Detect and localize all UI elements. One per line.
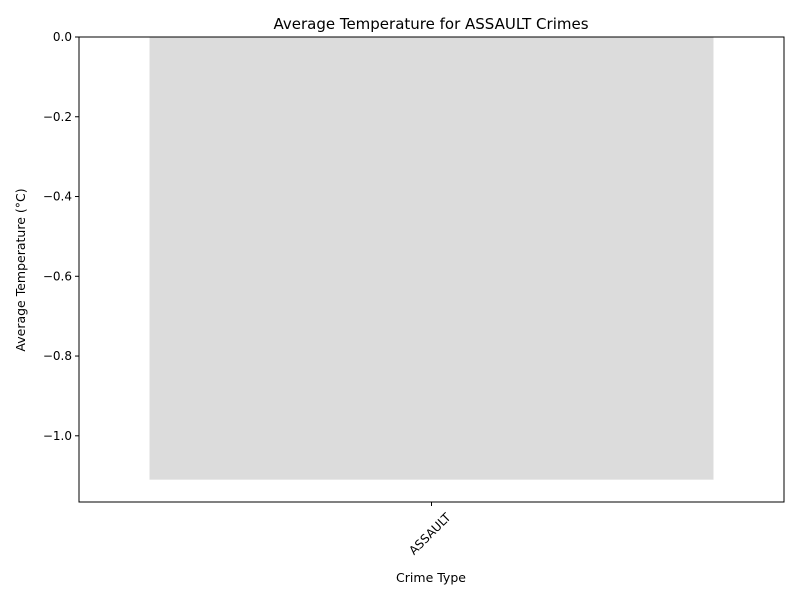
y-axis-label: Average Temperature (°C) <box>13 188 28 351</box>
y-tick-label: −1.0 <box>43 429 72 443</box>
y-tick-label: −0.6 <box>43 269 72 283</box>
y-tick-label: −0.2 <box>43 110 72 124</box>
y-tick-label: −0.8 <box>43 349 72 363</box>
y-tick-label: 0.0 <box>53 30 72 44</box>
plot-area: ASSAULT 0.0 −0.2 −0.4 −0.6 −0.8 −1.0 <box>43 30 785 558</box>
chart-title: Average Temperature for ASSAULT Crimes <box>273 15 588 33</box>
y-tick-label: −0.4 <box>43 190 72 204</box>
axes-frame <box>78 36 785 503</box>
bar-assault <box>149 37 714 480</box>
x-axis-label: Crime Type <box>396 570 466 585</box>
x-tick-label: ASSAULT <box>406 510 454 558</box>
